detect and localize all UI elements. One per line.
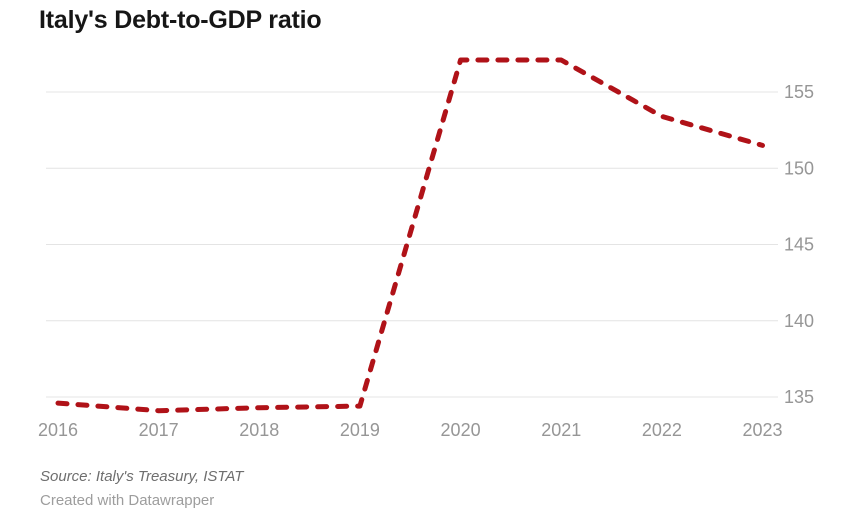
source-note: Source: Italy's Treasury, ISTAT [40,468,244,485]
y-tick-label: 155 [784,82,814,102]
chart-title: Italy's Debt-to-GDP ratio [39,6,322,34]
x-tick-label: 2020 [441,420,481,440]
x-tick-label: 2023 [742,420,782,440]
y-tick-label: 145 [784,235,814,255]
debt-line [55,57,765,414]
x-tick-label: 2019 [340,420,380,440]
x-tick-label: 2017 [139,420,179,440]
x-tick-label: 2016 [38,420,78,440]
x-tick-label: 2022 [642,420,682,440]
y-tick-label: 150 [784,158,814,178]
y-tick-label: 140 [784,311,814,331]
created-with-note: Created with Datawrapper [40,492,215,509]
x-tick-label: 2021 [541,420,581,440]
y-tick-label: 135 [784,387,814,407]
x-tick-label: 2018 [239,420,279,440]
